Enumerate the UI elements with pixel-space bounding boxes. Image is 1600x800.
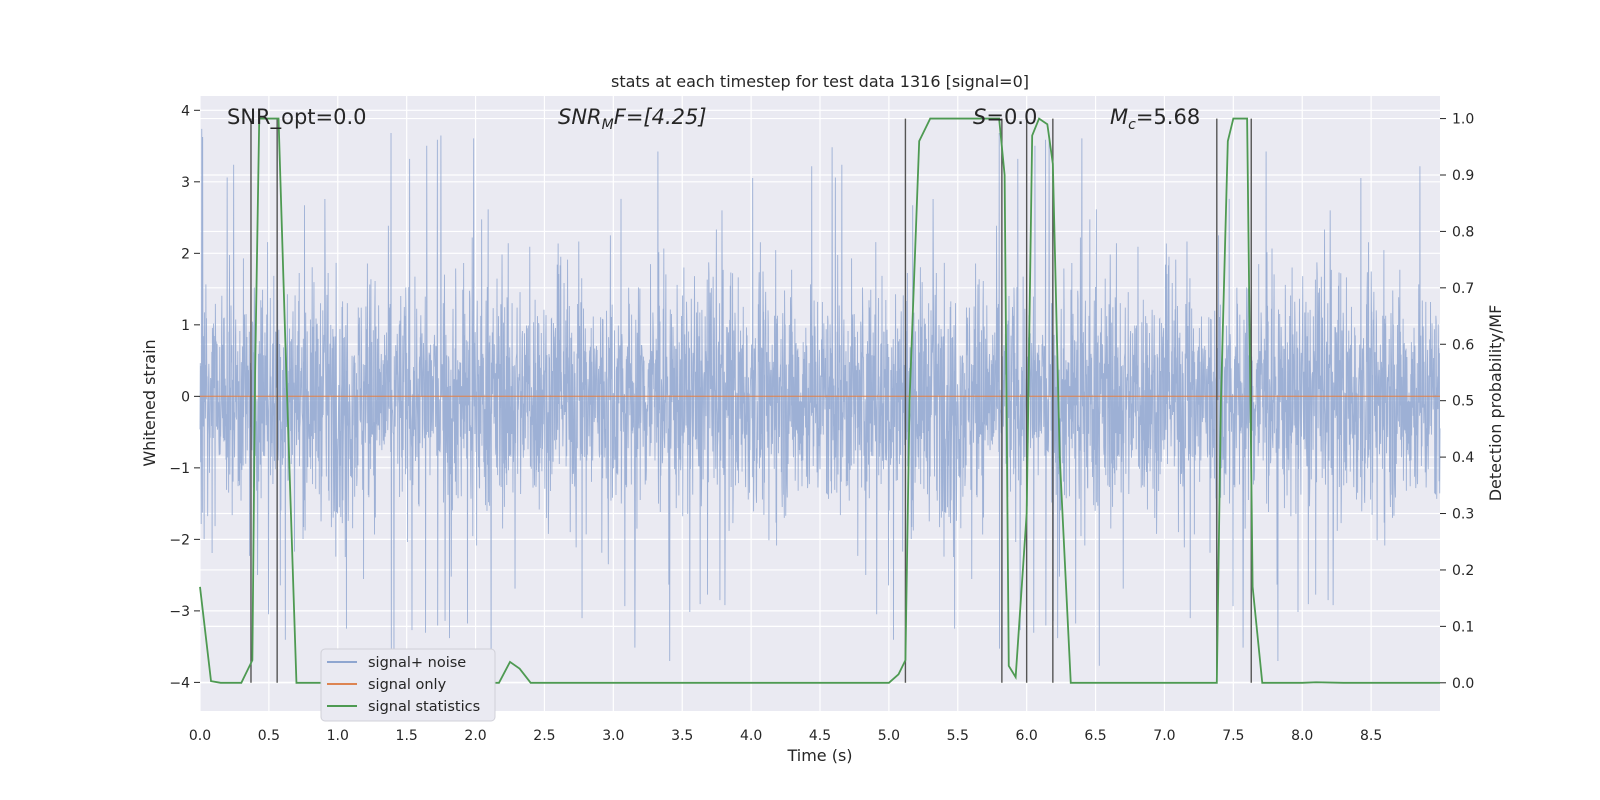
y-right-tick-label: 0.2 bbox=[1452, 563, 1474, 579]
annotation-mc-sub: c bbox=[1128, 117, 1136, 133]
y-left-tick-label: 3 bbox=[181, 175, 190, 191]
signal-noise-series bbox=[199, 128, 1441, 666]
y-right-tick-label: 0.8 bbox=[1452, 224, 1474, 240]
y-left-tick-label: 4 bbox=[181, 103, 190, 119]
legend-label-statistics: signal statistics bbox=[368, 699, 480, 715]
x-tick-label: 3.5 bbox=[671, 728, 693, 744]
y-right-tick-label: 0.7 bbox=[1452, 281, 1474, 297]
annotation-mc: Mc=5.68 bbox=[1110, 105, 1200, 133]
annotation-snr-mf-sub: M bbox=[602, 117, 614, 133]
annotation-snr-opt: SNR_opt=0.0 bbox=[227, 105, 367, 130]
x-axis-ticks: 0.0 0.5 1.0 1.5 2.0 2.5 3.0 3.5 4.0 4.5 5.0 5.5 6.0 6… bbox=[189, 728, 1382, 744]
series-statistics-line bbox=[199, 117, 1440, 684]
x-tick-label: 2.5 bbox=[533, 728, 555, 744]
x-axis-label: Time (s) bbox=[786, 746, 852, 765]
y-right-tick-label: 0.4 bbox=[1452, 450, 1474, 466]
annotation-mc-main: M bbox=[1110, 105, 1128, 129]
x-tick-label: 0.0 bbox=[189, 728, 211, 744]
y-right-axis-ticks: 0.0 0.1 0.2 0.3 0.4 0.5 0.6 0.7 0.8 0.9 1.0 bbox=[1440, 112, 1474, 692]
x-tick-label: 2.0 bbox=[464, 728, 486, 744]
y-right-tick-label: 0.9 bbox=[1452, 168, 1474, 184]
annotation-snr-mf-rest: F=[4.25] bbox=[614, 105, 707, 129]
x-tick-label: 1.5 bbox=[396, 728, 418, 744]
legend-label-noise: signal+ noise bbox=[368, 655, 466, 671]
y-right-tick-label: 1.0 bbox=[1452, 112, 1474, 128]
x-tick-label: 0.5 bbox=[258, 728, 280, 744]
x-tick-label: 1.0 bbox=[327, 728, 349, 744]
annotation-s: S=0.0 bbox=[973, 105, 1037, 129]
x-tick-label: 7.0 bbox=[1153, 728, 1175, 744]
x-tick-label: 4.5 bbox=[809, 728, 831, 744]
y-left-tick-label: −1 bbox=[169, 461, 190, 477]
y-left-tick-label: 1 bbox=[181, 318, 190, 334]
y-left-tick-label: −4 bbox=[169, 675, 190, 691]
annotation-mc-rest: =5.68 bbox=[1136, 105, 1200, 129]
signal-statistics-series bbox=[199, 117, 1440, 684]
legend-label-signal-only: signal only bbox=[368, 677, 447, 693]
x-tick-label: 7.5 bbox=[1222, 728, 1244, 744]
annotation-s-main: S bbox=[973, 105, 986, 129]
y-left-axis-ticks: −4 −3 −2 −1 0 1 2 3 4 bbox=[169, 103, 200, 691]
series-noise-line bbox=[199, 128, 1441, 666]
x-tick-label: 8.5 bbox=[1360, 728, 1382, 744]
y-right-tick-label: 0.6 bbox=[1452, 337, 1474, 353]
y-left-axis-label: Whitened strain bbox=[140, 339, 159, 466]
y-right-tick-label: 0.0 bbox=[1452, 676, 1474, 692]
x-tick-label: 8.0 bbox=[1291, 728, 1313, 744]
y-left-tick-label: −2 bbox=[169, 532, 190, 548]
x-tick-label: 5.5 bbox=[947, 728, 969, 744]
x-tick-label: 3.0 bbox=[602, 728, 624, 744]
x-tick-label: 6.0 bbox=[1016, 728, 1038, 744]
x-tick-label: 4.0 bbox=[740, 728, 762, 744]
annotation-snr-mf-main: SNR bbox=[558, 105, 602, 129]
y-right-tick-label: 0.5 bbox=[1452, 394, 1474, 410]
annotation-snr-mf: SNRMF=[4.25] bbox=[558, 105, 707, 133]
y-left-tick-label: −3 bbox=[169, 604, 190, 620]
y-right-tick-label: 0.3 bbox=[1452, 507, 1474, 523]
legend: signal+ noise signal only signal statist… bbox=[320, 648, 496, 722]
chart-title: stats at each timestep for test data 131… bbox=[611, 72, 1029, 91]
x-tick-label: 5.0 bbox=[878, 728, 900, 744]
y-right-tick-label: 0.1 bbox=[1452, 619, 1474, 635]
y-left-tick-label: 2 bbox=[181, 246, 190, 262]
x-tick-label: 6.5 bbox=[1084, 728, 1106, 744]
annotation-s-rest: =0.0 bbox=[986, 105, 1037, 129]
y-left-tick-label: 0 bbox=[181, 389, 190, 405]
y-right-axis-label: Detection probability/MF bbox=[1486, 305, 1505, 502]
legend-box bbox=[320, 648, 496, 722]
